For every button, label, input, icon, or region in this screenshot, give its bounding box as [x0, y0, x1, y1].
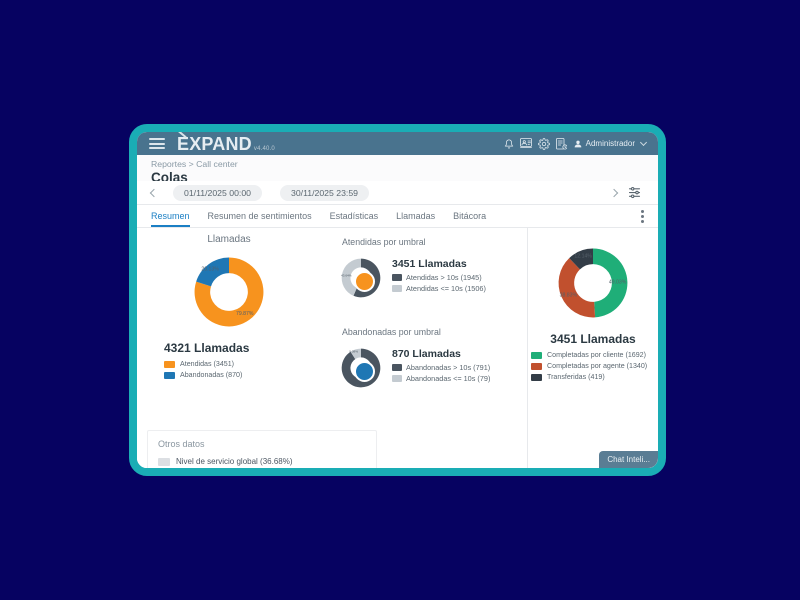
svg-text:12.14%: 12.14%	[574, 253, 592, 259]
svg-text:20.13%: 20.13%	[201, 266, 219, 272]
svg-text:79.87%: 79.87%	[236, 311, 254, 317]
svg-text:90.92%: 90.92%	[356, 383, 367, 387]
svg-text:38.83%: 38.83%	[560, 293, 578, 299]
svg-text:43.64%: 43.64%	[341, 274, 352, 278]
svg-text:49.03%: 49.03%	[609, 280, 627, 286]
svg-text:9.08%: 9.08%	[349, 349, 358, 353]
